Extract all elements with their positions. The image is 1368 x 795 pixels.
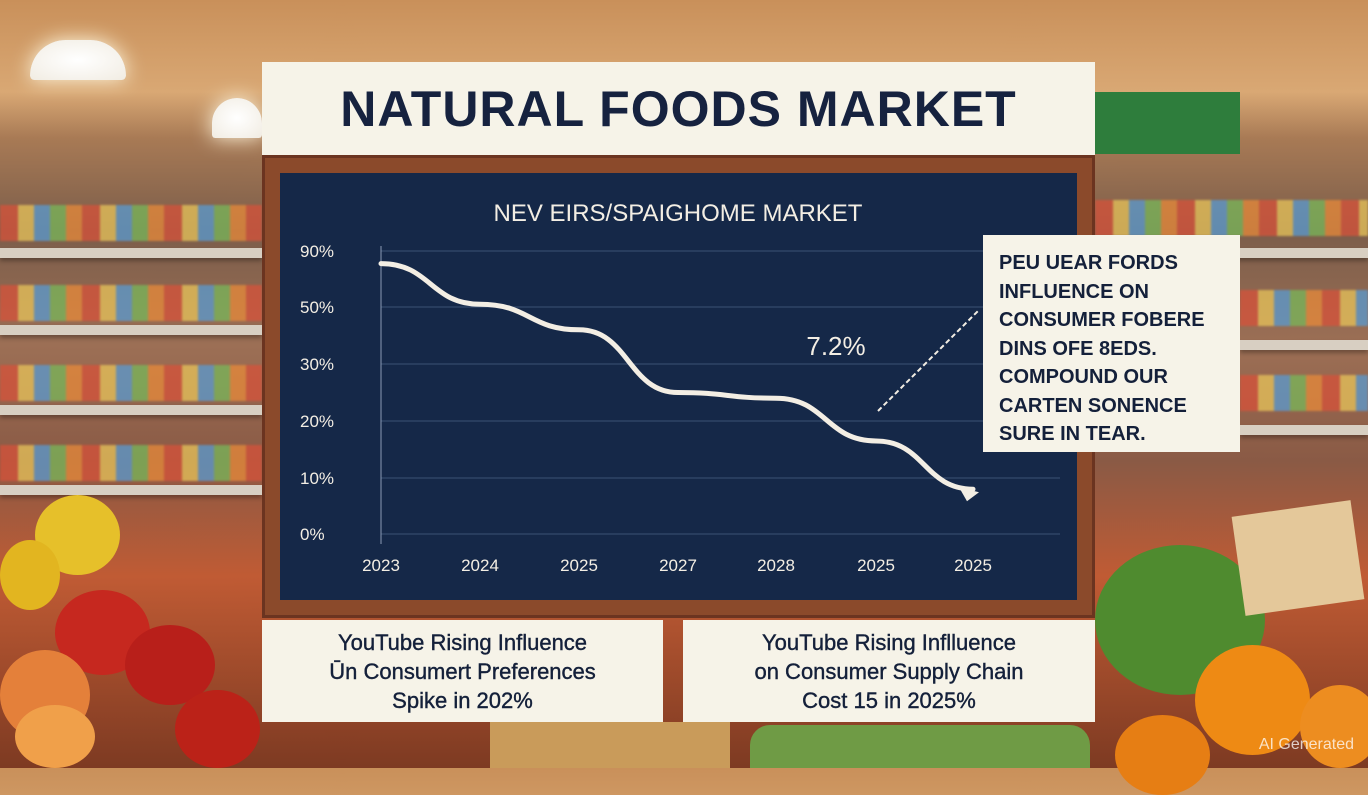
x-tick-label: 2024 <box>461 556 499 575</box>
chart-board: NEV EIRS/SPAIGHOME MARKET 90% 50% 30% 20% 10%… <box>280 173 1077 600</box>
annotation-value: 7.2% <box>806 331 865 361</box>
x-tick-label: 2025 <box>560 556 598 575</box>
caption-line: on Consumer Supply Chain <box>754 658 1024 684</box>
y-tick-label: 0% <box>300 525 325 544</box>
x-tick-label: 2025 <box>857 556 895 575</box>
y-tick-label: 50% <box>300 298 334 317</box>
line-chart: NEV EIRS/SPAIGHOME MARKET 90% 50% 30% 20% 10%… <box>300 200 1060 575</box>
annotation-note: PEU UEAR FORDS INFLUENCE ON CONSUMER FOB… <box>983 235 1240 452</box>
caption-line: YouTube Rising Influence <box>337 629 588 655</box>
caption-line: Ūn Consumert Preferences <box>329 658 596 684</box>
note-line: CARTEN SONENCE <box>999 394 1187 417</box>
y-tick-label: 10% <box>300 469 334 488</box>
note-line: PEU UEAR FORDS <box>999 252 1178 274</box>
data-point <box>971 487 975 492</box>
y-tick-label: 20% <box>300 412 334 431</box>
note-line: CONSUMER FOBERE <box>999 309 1205 331</box>
data-point <box>774 396 778 401</box>
data-point <box>874 438 878 443</box>
x-tick-label: 2025 <box>954 556 992 575</box>
x-tick-label: 2028 <box>757 556 795 575</box>
note-line: DINS OFE 8EDS. <box>999 337 1157 360</box>
x-tick-label: 2027 <box>659 556 697 575</box>
caption-line: Spike in 202% <box>392 687 533 713</box>
caption-line: Cost 15 in 2025% <box>802 687 976 713</box>
arrowhead-icon <box>959 487 979 502</box>
data-point <box>379 261 383 266</box>
series-line <box>378 261 976 492</box>
note-line: INFLUENCE ON <box>999 280 1149 303</box>
note-line: SURE IN TEAR. <box>999 423 1146 445</box>
note-line: COMPOUND OUR <box>999 366 1168 388</box>
title-banner: NATURAL FOODS MARKET <box>262 62 1095 155</box>
data-point <box>577 327 581 332</box>
chart-title: NEV EIRS/SPAIGHOME MARKET <box>494 200 863 227</box>
chart-frame: NEV EIRS/SPAIGHOME MARKET 90% 50% 30% 20% 10%… <box>262 155 1095 618</box>
caption-right: YouTube Rising Inflluence on Consumer Su… <box>683 620 1095 722</box>
watermark: AI Generated <box>1258 736 1354 753</box>
caption-left: YouTube Rising Influence Ūn Consumert Pr… <box>262 620 663 722</box>
y-tick-label: 30% <box>300 355 334 374</box>
data-point <box>676 390 680 395</box>
page-title: NATURAL FOODS MARKET <box>340 80 1017 137</box>
caption-line: YouTube Rising Inflluence <box>762 629 1016 655</box>
data-point <box>478 302 482 307</box>
y-tick-label: 90% <box>300 242 334 261</box>
x-tick-label: 2023 <box>362 556 400 575</box>
annotation-pointer <box>877 310 979 412</box>
price-tag <box>1231 500 1365 616</box>
